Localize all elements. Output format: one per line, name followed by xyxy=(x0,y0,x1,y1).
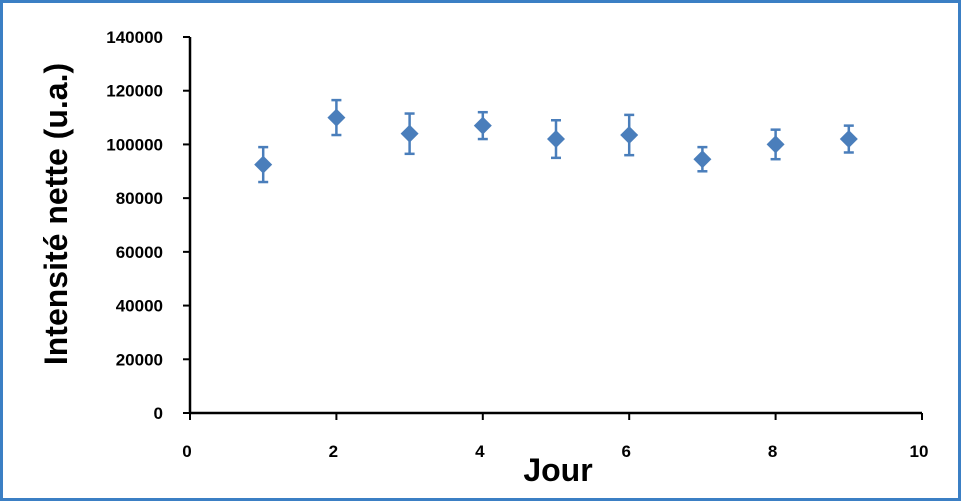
y-tick-label: 100000 xyxy=(106,135,163,154)
data-point-diamond xyxy=(327,108,346,127)
x-tick-label: 0 xyxy=(182,442,191,461)
data-point-diamond xyxy=(547,130,565,149)
data-point-diamond xyxy=(766,135,785,154)
y-axis-title: Intensité nette (u.a.) xyxy=(38,63,74,365)
data-point-diamond xyxy=(254,155,273,174)
y-tick-label: 60000 xyxy=(116,243,163,262)
data-point-diamond xyxy=(473,116,492,135)
data-points xyxy=(254,98,858,184)
x-axis-title: Jour xyxy=(523,452,592,488)
y-tick-label: 40000 xyxy=(116,297,163,316)
axes xyxy=(188,37,922,415)
y-tick-label: 140000 xyxy=(106,28,163,47)
x-axis-ticks: 0 2 4 6 8 10 xyxy=(182,413,928,461)
x-tick-label: 8 xyxy=(768,442,777,461)
y-axis-ticks: 0 20000 40000 60000 80000 100000 120000 140000 xyxy=(106,28,190,423)
x-tick-label: 10 xyxy=(910,442,929,461)
y-tick-label: 20000 xyxy=(116,350,163,369)
x-tick-label: 4 xyxy=(475,442,485,461)
y-tick-label: 120000 xyxy=(106,82,163,101)
y-tick-label: 80000 xyxy=(116,189,163,208)
y-tick-label: 0 xyxy=(154,404,163,423)
x-tick-label: 2 xyxy=(329,442,338,461)
data-point-diamond xyxy=(839,130,858,149)
data-point-diamond xyxy=(400,124,419,143)
data-point-diamond xyxy=(620,126,639,145)
data-point-diamond xyxy=(693,150,712,169)
x-tick-label: 6 xyxy=(621,442,630,461)
